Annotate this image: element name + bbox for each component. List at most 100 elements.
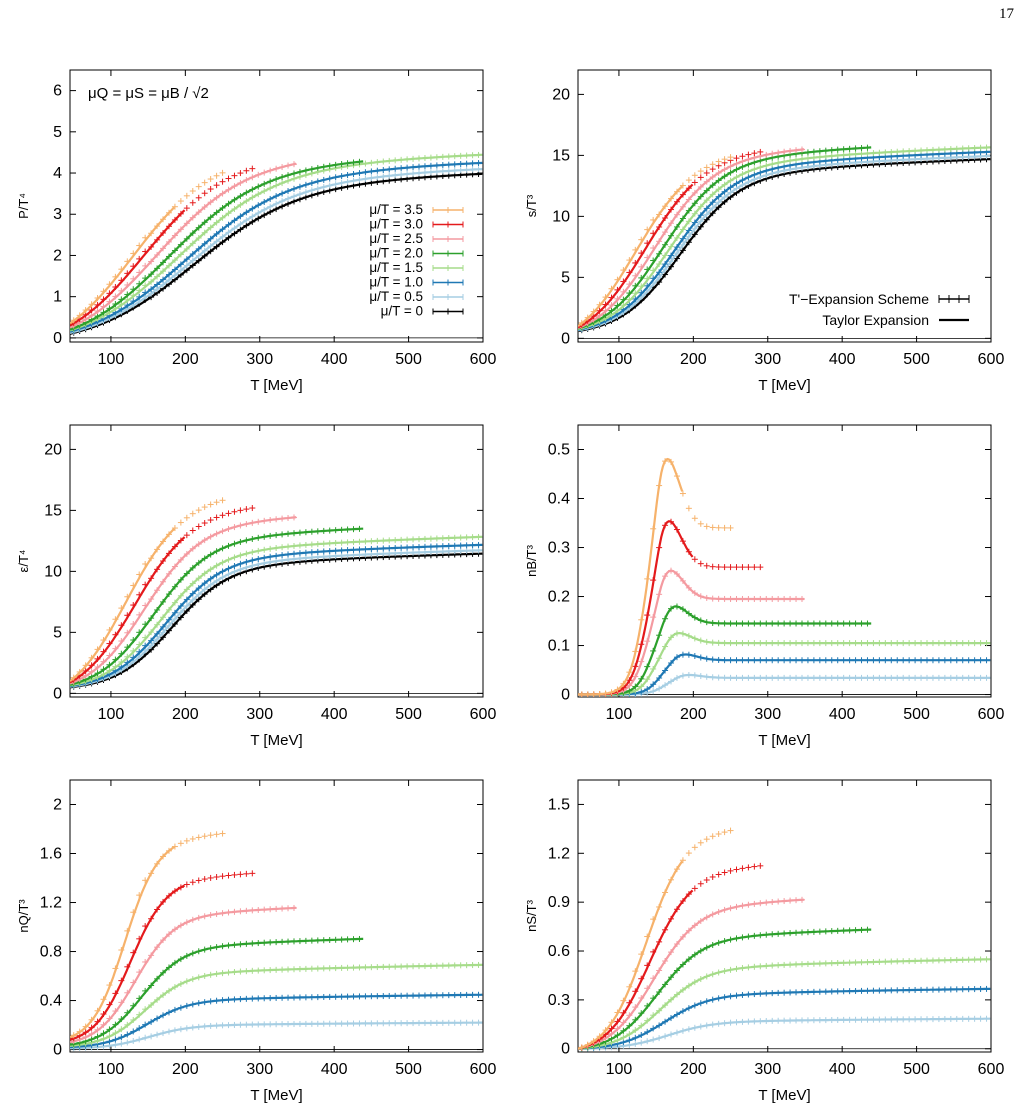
x-tick-label: 200	[680, 351, 707, 368]
x-axis-label: T [MeV]	[250, 1087, 302, 1104]
x-tick-label: 500	[903, 351, 930, 368]
chart-pressure: 100 200 300 400 500 600 0 1 2 3 4 5 6 T [MeV] P/T⁴ μ/T …	[16, 69, 497, 394]
x-tick-label: 500	[903, 706, 930, 723]
x-axis-label: T [MeV]	[758, 732, 810, 749]
x-tick-label: 600	[470, 1061, 497, 1078]
y-tick-label: 0.6	[548, 943, 570, 960]
x-axis-label: T [MeV]	[758, 1087, 810, 1104]
legend-label-3.5: μ/T = 3.5	[369, 202, 423, 217]
plot-area	[578, 827, 991, 1052]
y-tick-label: 0.5	[548, 442, 570, 459]
y-tick-label: 15	[552, 147, 570, 164]
x-axis-label: T [MeV]	[250, 732, 302, 749]
taylor-line-3.5	[578, 457, 684, 696]
x-tick-label: 100	[98, 706, 125, 723]
x-tick-label: 100	[98, 351, 125, 368]
y-tick-label: 0.3	[548, 540, 570, 557]
chart-entropy: 100 200 300 400 500 600 0 5 10 15 20 T [MeV] s/T³ T'−…	[524, 69, 1004, 394]
plot-frame	[577, 69, 992, 343]
x-tick-label: 200	[172, 706, 199, 723]
legend-label-1.5: μ/T = 1.5	[369, 260, 423, 275]
y-tick-label: 0.2	[548, 589, 570, 606]
y-tick-label: 2	[53, 797, 62, 814]
y-tick-label: 0	[561, 1041, 570, 1058]
y-axis-label: nS/T³	[524, 899, 539, 931]
y-tick-label: 1.5	[548, 796, 570, 813]
x-axis-label: T [MeV]	[250, 377, 302, 394]
legend-taylor: Taylor Expansion	[822, 312, 929, 328]
y-tick-label: 0	[53, 685, 62, 702]
plot-frame	[69, 69, 484, 343]
y-axis-label: P/T⁴	[16, 193, 31, 219]
y-tick-label: 0	[561, 330, 570, 347]
y-tick-label: 6	[53, 83, 62, 100]
y-tick-label: 1.2	[40, 895, 62, 912]
x-tick-label: 200	[680, 706, 707, 723]
legend-label-0: μ/T = 0	[381, 304, 423, 319]
legend-label-0.5: μ/T = 0.5	[369, 289, 423, 304]
x-tick-label: 100	[606, 1061, 633, 1078]
plot-frame	[69, 424, 484, 698]
x-tick-label: 400	[829, 1061, 856, 1078]
y-axis-label: nQ/T³	[16, 899, 31, 933]
x-tick-label: 400	[321, 351, 348, 368]
chart-nQ: 100 200 300 400 500 600 0 0.4 0.8 1.2 1.6 2 T [MeV] n…	[16, 779, 497, 1104]
x-tick-label: 500	[395, 706, 422, 723]
y-axis-label: s/T³	[524, 194, 539, 217]
taylor-line-2.0	[578, 605, 872, 696]
x-tick-label: 500	[395, 351, 422, 368]
x-tick-label: 600	[470, 351, 497, 368]
plot-frame	[577, 424, 992, 698]
x-tick-label: 300	[754, 1061, 781, 1078]
y-tick-label: 0.3	[548, 992, 570, 1009]
legend-label-1.0: μ/T = 1.0	[369, 275, 423, 290]
x-tick-label: 200	[172, 1061, 199, 1078]
x-tick-label: 300	[754, 351, 781, 368]
y-tick-label: 5	[561, 269, 570, 286]
y-axis-label: ε/T⁴	[16, 550, 31, 573]
y-axis-label: nB/T³	[524, 544, 539, 576]
plot-area	[70, 497, 483, 690]
plot-area	[70, 151, 483, 336]
x-tick-label: 300	[754, 706, 781, 723]
plot-area	[70, 830, 483, 1052]
legend-label-2.5: μ/T = 2.5	[369, 231, 423, 246]
x-tick-label: 500	[395, 1061, 422, 1078]
taylor-line-2.5	[70, 162, 297, 329]
x-tick-label: 100	[606, 706, 633, 723]
y-tick-label: 0.4	[548, 491, 570, 508]
x-tick-label: 400	[829, 706, 856, 723]
y-tick-label: 20	[44, 441, 62, 458]
x-tick-label: 400	[829, 351, 856, 368]
x-tick-label: 600	[978, 1061, 1005, 1078]
legend-label-2.0: μ/T = 2.0	[369, 246, 423, 261]
y-tick-label: 0	[561, 687, 570, 704]
x-tick-label: 200	[680, 1061, 707, 1078]
y-tick-label: 0.8	[40, 944, 62, 961]
y-tick-label: 3	[53, 206, 62, 223]
chart-energy: 100 200 300 400 500 600 0 5 10 15 20 T [MeV] ε/T⁴	[16, 424, 496, 749]
y-tick-label: 1.2	[548, 845, 570, 862]
taylor-line-2.0	[70, 937, 364, 1046]
x-tick-label: 100	[606, 351, 633, 368]
y-tick-label: 20	[552, 86, 570, 103]
x-tick-label: 500	[903, 1061, 930, 1078]
taylor-line-3.5	[70, 528, 175, 682]
y-tick-label: 15	[44, 502, 62, 519]
plot-area	[578, 457, 991, 697]
plot-frame	[577, 779, 992, 1053]
legend-label-3.0: μ/T = 3.0	[369, 217, 423, 232]
annotation-chemical-potentials: μQ = μS = μB / √2	[88, 85, 209, 102]
taylor-line-3.0	[70, 884, 186, 1041]
x-tick-label: 300	[246, 351, 273, 368]
y-tick-label: 0.4	[40, 993, 62, 1010]
y-tick-label: 0	[53, 1042, 62, 1059]
y-tick-label: 0.9	[548, 894, 570, 911]
y-tick-label: 10	[44, 563, 62, 580]
y-tick-label: 0	[53, 330, 62, 347]
plot-area	[578, 144, 991, 334]
taylor-line-3.5	[70, 846, 175, 1039]
y-tick-label: 10	[552, 208, 570, 225]
chart-nB: 100 200 300 400 500 600 0 0.1 0.2 0.3 0.4 0.5 T [MeV…	[524, 424, 1004, 749]
